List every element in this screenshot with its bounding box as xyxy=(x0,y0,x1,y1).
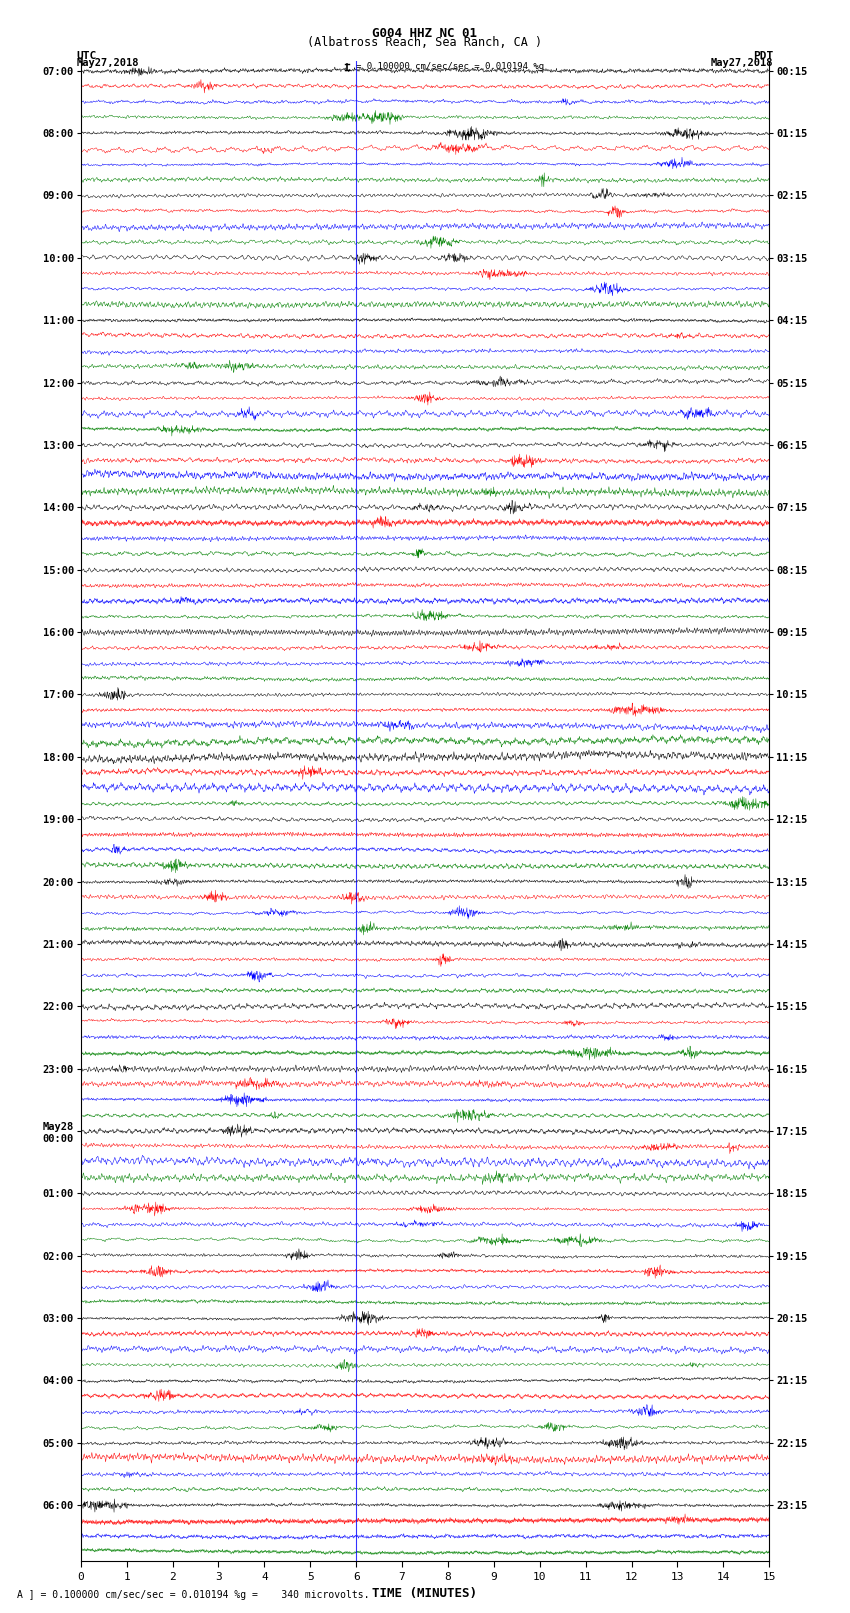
Text: = 0.100000 cm/sec/sec = 0.010194 %g: = 0.100000 cm/sec/sec = 0.010194 %g xyxy=(356,61,544,71)
Text: May27,2018: May27,2018 xyxy=(76,58,139,68)
Text: May27,2018: May27,2018 xyxy=(711,58,774,68)
X-axis label: TIME (MINUTES): TIME (MINUTES) xyxy=(372,1587,478,1600)
Text: UTC: UTC xyxy=(76,50,97,61)
Text: A ] = 0.100000 cm/sec/sec = 0.010194 %g =    340 microvolts.: A ] = 0.100000 cm/sec/sec = 0.010194 %g … xyxy=(17,1590,370,1600)
Text: G004 HHZ NC 01: G004 HHZ NC 01 xyxy=(372,26,478,39)
Text: PDT: PDT xyxy=(753,50,774,61)
Text: (Albatross Reach, Sea Ranch, CA ): (Albatross Reach, Sea Ranch, CA ) xyxy=(308,35,542,50)
